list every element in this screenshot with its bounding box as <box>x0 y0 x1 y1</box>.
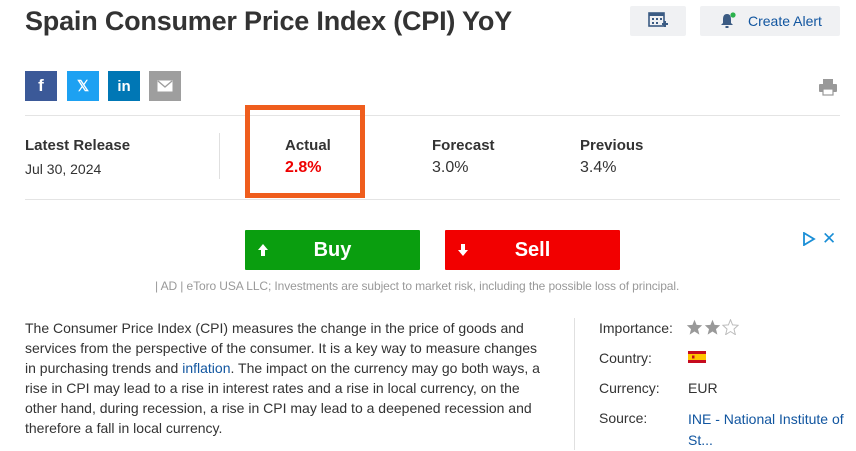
linkedin-icon: in <box>117 77 131 95</box>
latest-release-date: Jul 30, 2024 <box>25 161 102 177</box>
star-empty-icon <box>722 319 739 335</box>
actual-label: Actual <box>285 137 331 154</box>
description-text-after: . The impact on the currency may go both… <box>25 360 540 436</box>
description-text-before: The Consumer Price Index (CPI) measures … <box>25 320 538 376</box>
x-icon: 𝕏 <box>76 78 90 95</box>
importance-stars <box>686 319 739 335</box>
currency-label: Currency: <box>599 380 660 396</box>
forecast-value: 3.0% <box>432 159 469 176</box>
meta-divider <box>574 318 575 450</box>
importance-label: Importance: <box>599 320 673 336</box>
facebook-share-button[interactable]: f <box>25 71 57 101</box>
ad-disclaimer: | AD | eToro USA LLC; Investments are su… <box>155 279 680 293</box>
ad-close-button[interactable]: ✕ <box>822 229 837 248</box>
sell-label: Sell <box>514 238 551 261</box>
divider-top <box>25 115 840 116</box>
bell-icon <box>721 12 736 28</box>
arrow-up-icon <box>258 244 268 256</box>
page-title: Spain Consumer Price Index (CPI) YoY <box>25 6 512 36</box>
create-alert-label: Create Alert <box>748 13 822 29</box>
actual-highlight-box <box>245 105 365 198</box>
email-share-button[interactable] <box>149 71 181 101</box>
latest-release-label: Latest Release <box>25 137 131 154</box>
linkedin-share-button[interactable]: in <box>108 71 140 101</box>
inflation-link[interactable]: inflation <box>182 360 231 376</box>
source-label: Source: <box>599 410 648 426</box>
spain-flag-icon <box>688 351 706 363</box>
buy-label: Buy <box>313 238 352 261</box>
star-filled-icon <box>686 319 703 335</box>
arrow-down-icon <box>458 244 468 256</box>
add-to-calendar-button[interactable] <box>630 6 686 36</box>
star-filled-icon <box>704 319 721 335</box>
x-share-button[interactable]: 𝕏 <box>67 71 99 101</box>
buy-button[interactable]: Buy <box>245 230 420 270</box>
create-alert-button[interactable]: Create Alert <box>700 6 840 36</box>
actual-value: 2.8% <box>285 159 322 176</box>
country-label: Country: <box>599 350 652 366</box>
indicator-description: The Consumer Price Index (CPI) measures … <box>25 318 545 438</box>
divider-bottom <box>25 199 840 200</box>
previous-value: 3.4% <box>580 159 617 176</box>
envelope-icon <box>157 80 173 92</box>
source-link[interactable]: INE - National Institute of St... <box>688 411 844 448</box>
stat-divider <box>219 133 220 179</box>
print-icon[interactable] <box>818 78 838 96</box>
forecast-label: Forecast <box>432 137 495 154</box>
facebook-icon: f <box>38 76 44 95</box>
previous-label: Previous <box>580 137 644 154</box>
currency-value: EUR <box>688 380 718 396</box>
ad-choices-icon[interactable] <box>802 232 816 246</box>
sell-button[interactable]: Sell <box>445 230 620 270</box>
add-to-calendar-icon <box>648 12 668 27</box>
